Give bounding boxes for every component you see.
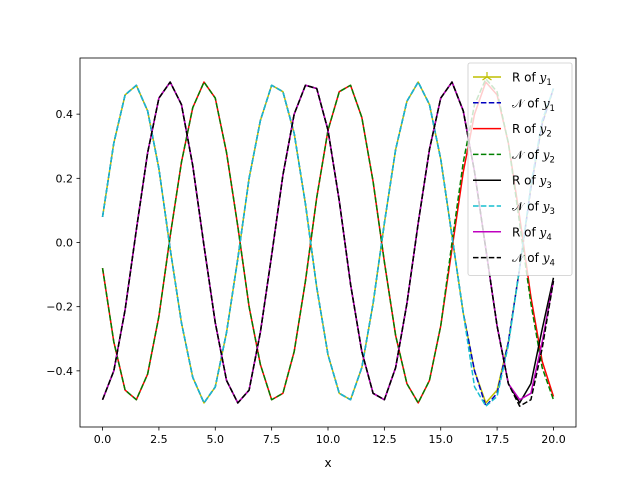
legend-label-sub: 2 [549, 155, 554, 165]
legend-label-var: y [542, 148, 550, 162]
x-tick-label: 7.5 [263, 433, 281, 446]
legend-label: R of y1 [512, 71, 552, 89]
x-tick-label: 17.5 [485, 433, 510, 446]
legend-label-prefix: 𝒩 of [512, 148, 543, 162]
x-tick-label: 5.0 [207, 433, 225, 446]
legend-label-var: y [542, 251, 550, 265]
legend-label-var: y [542, 200, 550, 214]
y-tick-label: 0.4 [56, 108, 74, 121]
legend-label: 𝒩 of y2 [512, 148, 555, 166]
legend-label-sub: 4 [546, 233, 551, 243]
legend-label-prefix: 𝒩 of [512, 96, 543, 110]
legend-label-prefix: 𝒩 of [512, 251, 543, 265]
legend-label: 𝒩 of y1 [512, 96, 555, 114]
legend-item: 𝒩 of y2 [473, 148, 555, 166]
legend-label-var: y [539, 225, 547, 239]
x-tick-label: 2.5 [150, 433, 168, 446]
legend-label-var: y [539, 174, 547, 188]
legend-label-var: y [539, 71, 547, 85]
legend-label: R of y2 [512, 122, 552, 140]
series-line-6 [101, 81, 555, 407]
x-tick-label: 0.0 [94, 433, 112, 446]
legend-item: R of y3 [473, 174, 552, 192]
legend-label-sub: 2 [546, 130, 551, 140]
legend-label-sub: 1 [546, 78, 551, 88]
x-tick-label: 20.0 [541, 433, 566, 446]
legend-label-prefix: R of [512, 122, 540, 136]
y-tick-label: 0.2 [56, 172, 74, 185]
legend-item: R of y1 [473, 71, 552, 89]
legend-label-sub: 3 [549, 207, 554, 217]
legend-item: 𝒩 of y3 [473, 200, 555, 218]
legend-label: R of y3 [512, 174, 552, 192]
legend-item: 𝒩 of y4 [473, 251, 555, 269]
legend-label: 𝒩 of y3 [512, 200, 555, 218]
legend-label-var: y [542, 96, 550, 110]
legend-item: R of y2 [473, 122, 552, 140]
legend-label-prefix: R of [512, 174, 540, 188]
y-tick-label: 0.0 [56, 237, 74, 250]
legend-label-var: y [539, 122, 547, 136]
x-tick-label: 15.0 [428, 433, 453, 446]
legend-label-prefix: 𝒩 of [512, 200, 543, 214]
x-axis-ticks: 0.0 2.5 5.0 7.5 10.0 12.5 15.0 17.5 20.0 [94, 427, 566, 446]
legend-marker [482, 72, 492, 81]
legend: R of y1𝒩 of y1R of y2𝒩 of y2R of y3𝒩 of … [467, 62, 573, 276]
legend-label-sub: 1 [549, 104, 554, 114]
x-tick-label: 12.5 [372, 433, 397, 446]
legend-label-sub: 3 [546, 181, 551, 191]
y-axis-ticks: −0.4 −0.2 0.0 0.2 0.4 [46, 108, 80, 378]
legend-label: R of y4 [512, 225, 552, 243]
legend-label-prefix: R of [512, 71, 540, 85]
x-axis-label: x [324, 456, 331, 470]
legend-box [467, 62, 573, 276]
y-tick-label: −0.2 [46, 301, 73, 314]
y-tick-label: −0.4 [46, 365, 73, 378]
legend-item: 𝒩 of y1 [473, 96, 555, 114]
legend-item: R of y4 [473, 225, 552, 243]
legend-label-sub: 4 [549, 259, 554, 269]
legend-label-prefix: R of [512, 225, 540, 239]
x-tick-label: 10.0 [316, 433, 341, 446]
legend-label: 𝒩 of y4 [512, 251, 555, 269]
